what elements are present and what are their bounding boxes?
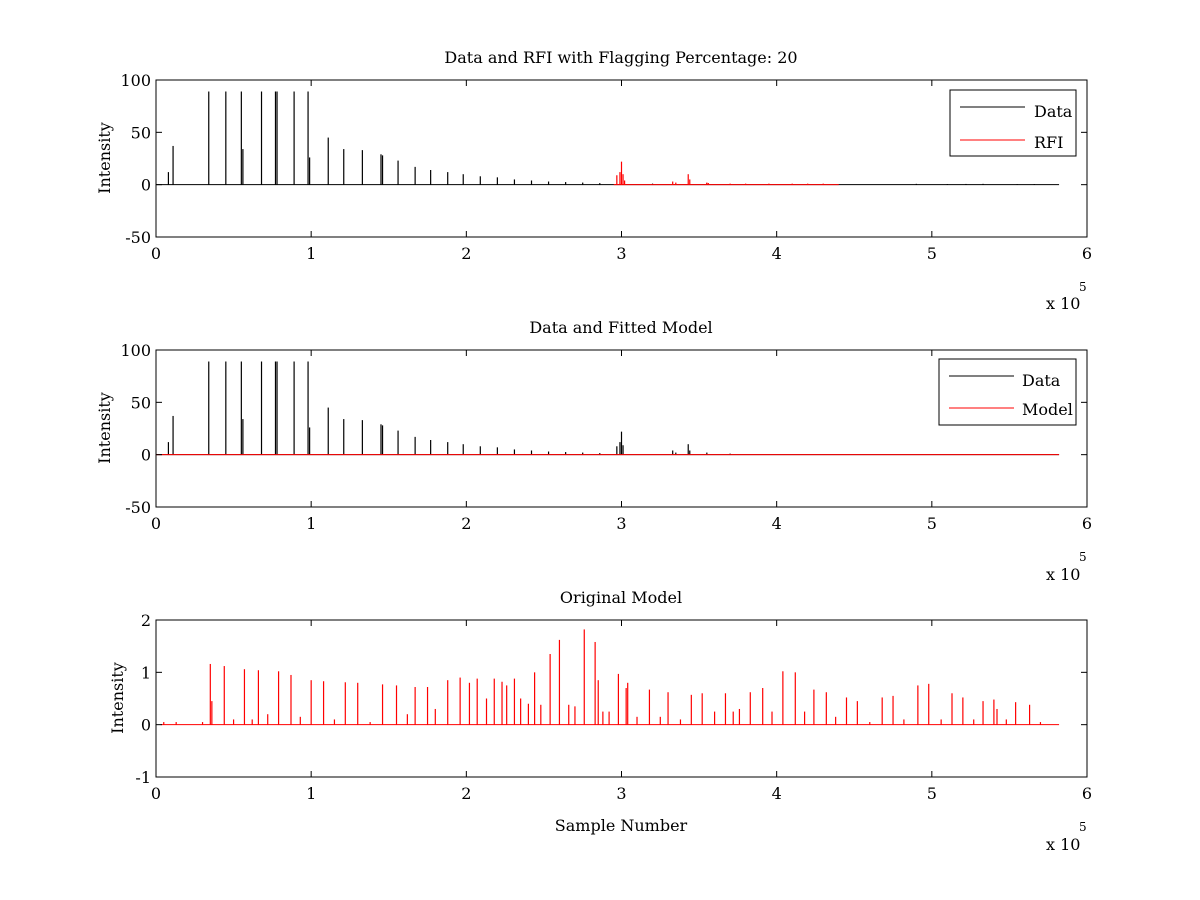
x-tick-label: 5 — [927, 244, 937, 263]
x-tick-label: 4 — [772, 784, 782, 803]
y-tick-label: -50 — [125, 228, 151, 247]
y-tick-label: -1 — [135, 768, 151, 787]
legend: Data Model — [938, 358, 1077, 426]
x-exponent-power: 5 — [1079, 550, 1087, 564]
legend-label-data: Data — [1034, 102, 1073, 121]
y-tick-label: 0 — [141, 176, 151, 195]
x-tick-label: 6 — [1082, 784, 1092, 803]
y-axis-label: Intensity — [95, 122, 114, 194]
y-tick-label: -50 — [125, 498, 151, 517]
legend: Data RFI — [949, 89, 1077, 157]
series-data — [156, 91, 1060, 186]
x-tick-label: 2 — [461, 244, 471, 263]
x-tick-label: 3 — [616, 784, 626, 803]
x-tick-label: 4 — [772, 514, 782, 533]
legend-box — [949, 89, 1077, 157]
y-tick-label: 100 — [120, 341, 151, 360]
y-tick-label: 0 — [141, 446, 151, 465]
x-tick-label: 1 — [306, 784, 316, 803]
subplot-original-model: Original Model Intensity Sample Number x… — [108, 588, 1092, 854]
subplot-title: Original Model — [560, 588, 682, 607]
legend-label-rfi: RFI — [1034, 133, 1063, 152]
y-tick-label: 2 — [141, 611, 151, 630]
x-exponent-power: 5 — [1079, 280, 1087, 294]
plot-area — [155, 349, 1088, 508]
x-exponent-label: x 10 — [1046, 565, 1080, 584]
x-tick-label: 4 — [772, 244, 782, 263]
y-tick-label: 100 — [120, 71, 151, 90]
y-tick-label: 0 — [141, 716, 151, 735]
subplot-rfi-flagging: Data and RFI with Flagging Percentage: 2… — [95, 48, 1092, 313]
legend-box — [938, 358, 1077, 426]
y-tick-label: 1 — [141, 663, 151, 682]
subplot-fitted-model: Data and Fitted Model Intensity x 10 5 D… — [95, 318, 1092, 584]
y-axis-label: Intensity — [108, 662, 127, 734]
x-tick-label: 0 — [151, 784, 161, 803]
series-model — [160, 629, 1060, 726]
x-tick-label: 5 — [927, 784, 937, 803]
x-tick-label: 6 — [1082, 244, 1092, 263]
x-tick-label: 2 — [461, 514, 471, 533]
y-tick-label: 50 — [131, 123, 151, 142]
legend-label-data: Data — [1022, 371, 1061, 390]
legend-label-model: Model — [1022, 400, 1073, 419]
x-exponent-label: x 10 — [1046, 835, 1080, 854]
x-tick-label: 3 — [616, 514, 626, 533]
x-tick-label: 0 — [151, 244, 161, 263]
x-axis-label: Sample Number — [555, 816, 688, 835]
y-tick-label: 50 — [131, 393, 151, 412]
plot-area — [155, 79, 1088, 238]
series-rfi — [613, 161, 839, 186]
y-axis-label: Intensity — [95, 392, 114, 464]
subplot-title: Data and RFI with Flagging Percentage: 2… — [444, 48, 797, 67]
x-exponent-label: x 10 — [1046, 294, 1080, 313]
plot-area — [155, 619, 1088, 778]
x-tick-label: 6 — [1082, 514, 1092, 533]
x-tick-label: 5 — [927, 514, 937, 533]
x-tick-label: 1 — [306, 514, 316, 533]
x-tick-label: 2 — [461, 784, 471, 803]
subplot-title: Data and Fitted Model — [529, 318, 712, 337]
x-exponent-power: 5 — [1079, 820, 1087, 834]
x-tick-label: 1 — [306, 244, 316, 263]
x-tick-label: 3 — [616, 244, 626, 263]
x-tick-label: 0 — [151, 514, 161, 533]
